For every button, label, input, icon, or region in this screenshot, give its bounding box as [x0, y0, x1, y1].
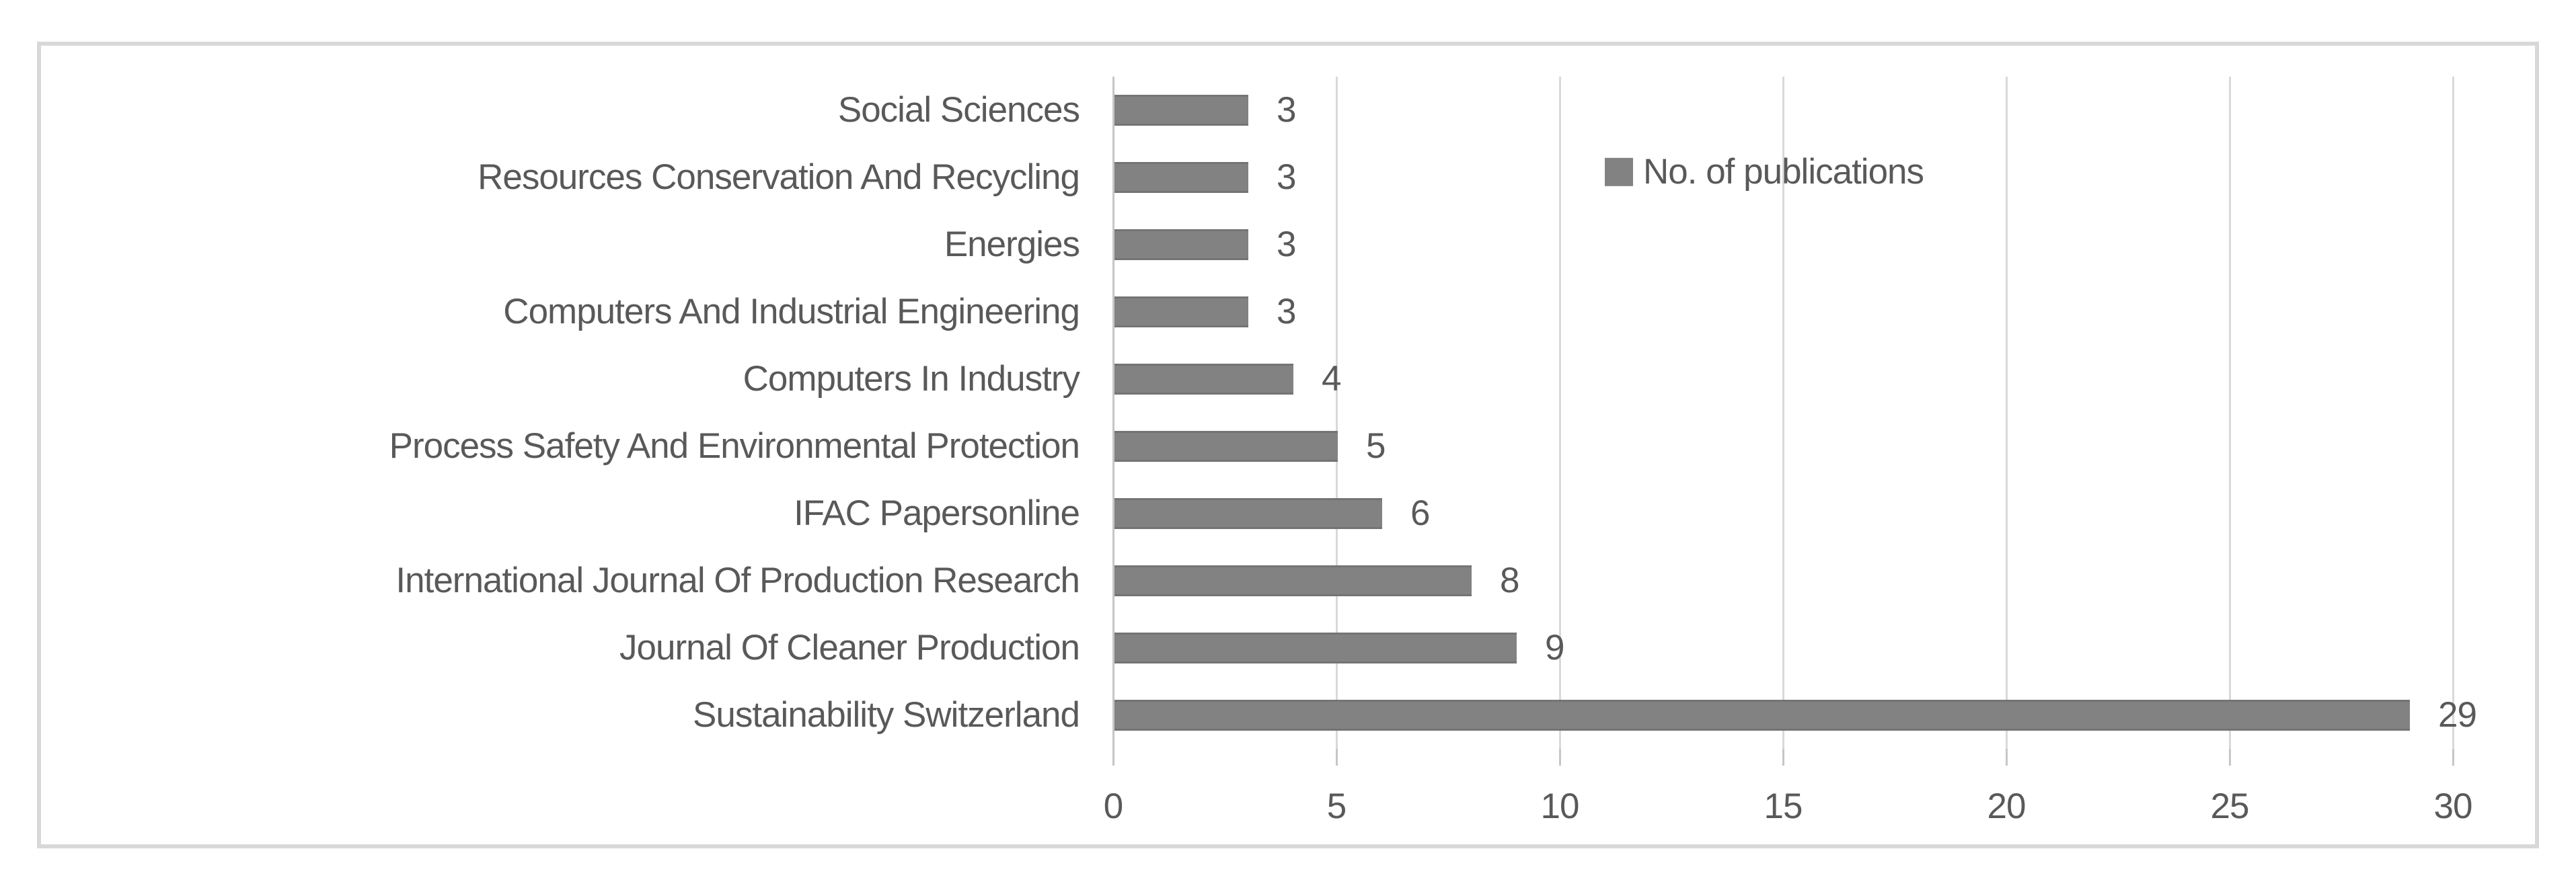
legend-label: No. of publications: [1643, 151, 1924, 192]
x-axis-tick: [1336, 749, 1338, 766]
x-tick-label: 25: [2210, 786, 2250, 826]
gridline: [1782, 77, 1784, 749]
plot-area: 0 5 10 15 20 25 30 Social Sciences 3 Resources Co…: [41, 46, 2535, 844]
legend-marker-icon: [1605, 157, 1633, 186]
x-axis-tick: [1112, 749, 1114, 766]
category-label: International Journal Of Production Rese…: [395, 560, 1080, 600]
value-label: 5: [1366, 426, 1386, 466]
value-label: 4: [1322, 358, 1342, 399]
category-label: Resources Conservation And Recycling: [478, 157, 1080, 197]
category-label: Sustainability Switzerland: [693, 694, 1080, 735]
gridline: [2229, 77, 2231, 749]
x-axis-tick: [2452, 749, 2454, 766]
x-tick-label: 10: [1540, 786, 1580, 826]
bar: [1114, 498, 1382, 529]
value-label: 3: [1277, 157, 1297, 197]
value-label: 3: [1277, 291, 1297, 331]
bar: [1114, 364, 1293, 395]
x-axis-tick: [1559, 749, 1561, 766]
gridline: [1336, 77, 1338, 749]
bar: [1114, 162, 1248, 193]
value-label: 9: [1545, 627, 1565, 668]
bar: [1114, 700, 2410, 731]
x-tick-label: 5: [1326, 786, 1347, 826]
bar: [1114, 296, 1248, 327]
x-tick-label: 20: [1987, 786, 2026, 826]
bar: [1114, 95, 1248, 126]
category-axis-line: [1112, 77, 1114, 749]
value-label: 6: [1410, 493, 1431, 533]
gridline: [2452, 77, 2454, 749]
value-label: 8: [1500, 560, 1520, 600]
category-label: Computers In Industry: [743, 358, 1080, 399]
x-tick-label: 0: [1103, 786, 1124, 826]
value-label: 29: [2438, 694, 2477, 735]
bar: [1114, 633, 1517, 663]
category-label: Journal Of Cleaner Production: [619, 627, 1080, 668]
x-axis-tick: [1782, 749, 1784, 766]
category-label: IFAC Papersonline: [794, 493, 1080, 533]
bar: [1114, 229, 1248, 260]
category-label: Computers And Industrial Engineering: [503, 291, 1080, 331]
gridline: [2006, 77, 2008, 749]
value-label: 3: [1277, 224, 1297, 264]
x-axis-tick: [2006, 749, 2008, 766]
bar: [1114, 431, 1338, 462]
bar: [1114, 565, 1472, 596]
gridline: [1559, 77, 1561, 749]
x-tick-label: 30: [2433, 786, 2473, 826]
category-label: Energies: [944, 224, 1080, 264]
chart-frame: 0 5 10 15 20 25 30 Social Sciences 3 Resources Co…: [37, 42, 2539, 848]
legend: No. of publications: [1605, 151, 1924, 192]
category-label: Social Sciences: [837, 89, 1080, 130]
category-label: Process Safety And Environmental Protect…: [389, 426, 1080, 466]
value-label: 3: [1277, 89, 1297, 130]
x-axis-tick: [2229, 749, 2231, 766]
x-tick-label: 15: [1764, 786, 1803, 826]
